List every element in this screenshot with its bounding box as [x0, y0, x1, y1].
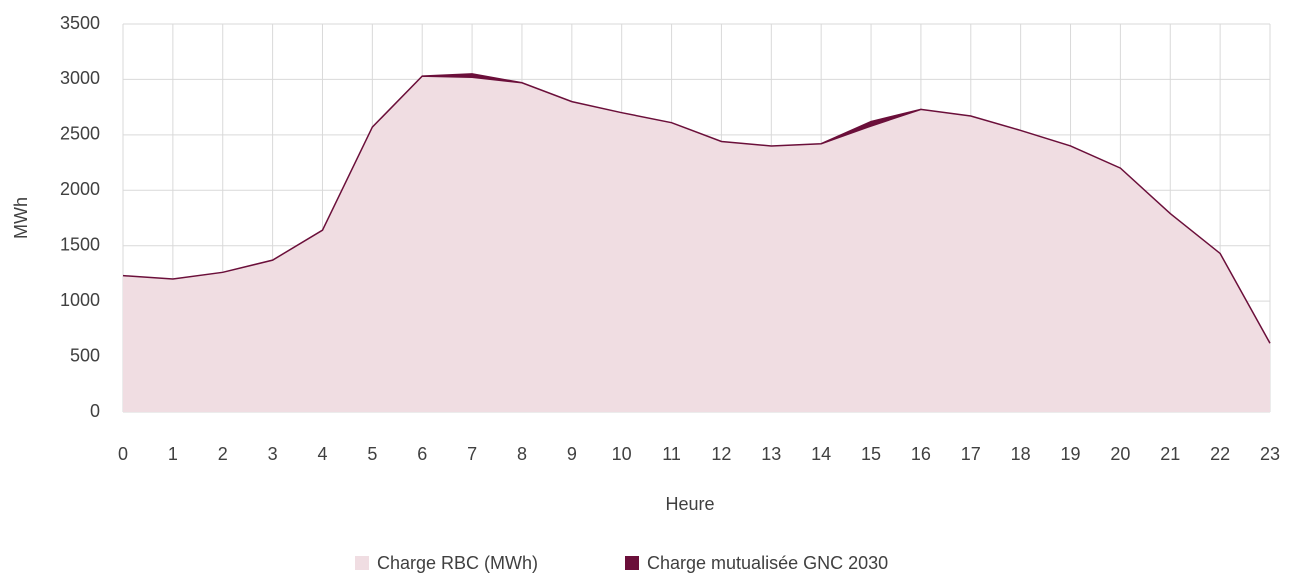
x-tick-label: 0 [118, 444, 128, 464]
x-tick-label: 22 [1210, 444, 1230, 464]
x-tick-label: 12 [711, 444, 731, 464]
legend-swatch [355, 556, 369, 570]
x-tick-label: 21 [1160, 444, 1180, 464]
y-tick-label: 3000 [60, 68, 100, 88]
x-tick-label: 20 [1110, 444, 1130, 464]
y-tick-label: 0 [90, 401, 100, 421]
x-tick-label: 5 [367, 444, 377, 464]
x-tick-label: 2 [218, 444, 228, 464]
x-axis-label: Heure [665, 494, 714, 514]
x-tick-label: 17 [961, 444, 981, 464]
x-tick-label: 14 [811, 444, 831, 464]
x-tick-label: 3 [268, 444, 278, 464]
x-tick-label: 9 [567, 444, 577, 464]
x-tick-label: 23 [1260, 444, 1280, 464]
x-tick-label: 18 [1011, 444, 1031, 464]
x-tick-label: 13 [761, 444, 781, 464]
x-tick-label: 19 [1061, 444, 1081, 464]
x-tick-label: 16 [911, 444, 931, 464]
y-tick-label: 1000 [60, 290, 100, 310]
y-axis-label: MWh [11, 197, 31, 239]
y-tick-label: 500 [70, 345, 100, 365]
x-tick-label: 10 [612, 444, 632, 464]
x-tick-label: 15 [861, 444, 881, 464]
x-tick-label: 7 [467, 444, 477, 464]
y-tick-label: 2000 [60, 179, 100, 199]
x-tick-label: 11 [662, 444, 681, 464]
y-tick-label: 1500 [60, 234, 100, 254]
x-tick-label: 6 [417, 444, 427, 464]
y-tick-label: 3500 [60, 13, 100, 33]
y-tick-label: 2500 [60, 124, 100, 144]
x-tick-label: 4 [317, 444, 327, 464]
x-tick-label: 1 [168, 444, 178, 464]
area [123, 76, 1270, 413]
legend-swatch [625, 556, 639, 570]
legend-label: Charge RBC (MWh) [377, 553, 538, 573]
legend-label: Charge mutualisée GNC 2030 [647, 553, 888, 573]
x-tick-label: 8 [517, 444, 527, 464]
